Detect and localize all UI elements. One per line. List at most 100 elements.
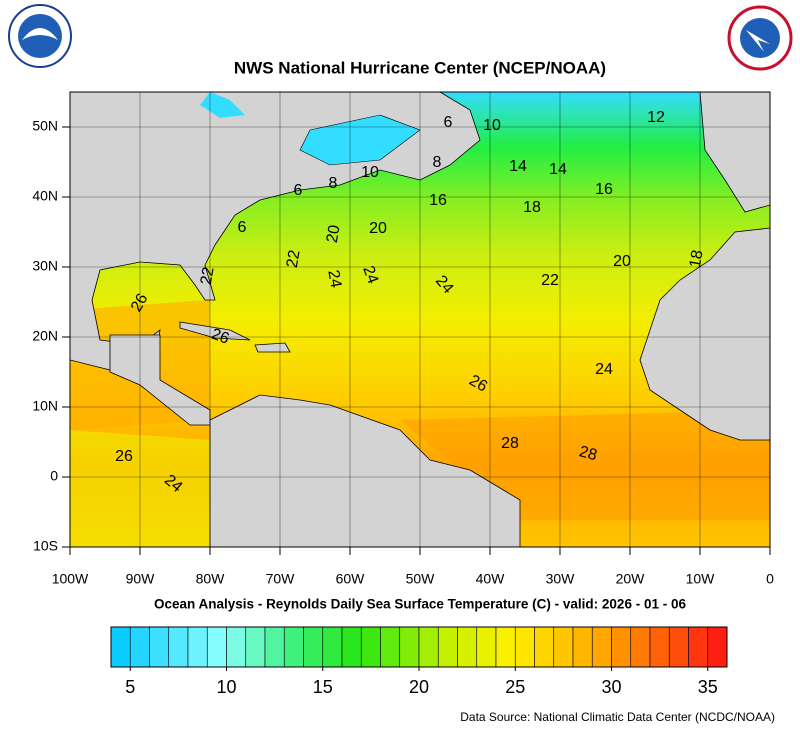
colorbar-box	[514, 626, 535, 668]
colorbar-label: 20	[409, 677, 429, 697]
contour-label: 6	[294, 182, 303, 199]
colorbar-box	[360, 626, 381, 668]
colorbar-box	[495, 626, 516, 668]
x-tick-label: 80W	[196, 571, 226, 587]
africa	[639, 227, 770, 441]
colorbar-label: 10	[216, 677, 236, 697]
axes: 100W 90W 80W 70W 60W 50W 40W 30W 20W 10W 0 10S 0 10N 2…	[32, 118, 774, 587]
colorbar-box	[591, 626, 612, 668]
colorbar-label: 35	[698, 677, 718, 697]
colorbar-label: 5	[125, 677, 135, 697]
x-tick-label: 50W	[406, 571, 436, 587]
nws-logo	[727, 5, 793, 71]
contour-label: 14	[509, 158, 527, 175]
colorbar-box	[206, 626, 227, 668]
subtitle: Ocean Analysis - Reynolds Daily Sea Surf…	[154, 597, 686, 612]
colorbar-box	[283, 626, 304, 668]
colorbar-box	[168, 626, 189, 668]
colorbar-box	[553, 626, 574, 668]
colorbar-box	[572, 626, 593, 668]
graticule	[70, 92, 770, 547]
south-america	[209, 394, 521, 547]
x-tick-label: 0	[766, 571, 774, 587]
gulf-st-lawrence	[299, 114, 421, 166]
contour-label: 20	[369, 220, 387, 237]
source: Data Source: National Climatic Data Cent…	[460, 710, 775, 724]
contour-label: 18	[523, 199, 541, 216]
x-tick-label: 40W	[476, 571, 506, 587]
x-tick-label: 100W	[52, 571, 89, 587]
contour-label: 26	[466, 372, 490, 396]
contour-label: 12	[647, 109, 665, 126]
contour-label: 24	[324, 269, 344, 290]
contour-label: 10	[361, 164, 379, 181]
map: 6 10 12 8 14 14 10 8 6 16 16 18 20 20 6 22 22 24 24 24 22 20 1…	[70, 92, 770, 547]
y-tick-label: 20N	[32, 328, 58, 344]
colorbar-box	[630, 626, 651, 668]
colorbar-box	[341, 626, 362, 668]
x-tick-label: 20W	[616, 571, 646, 587]
colorbar-box	[457, 626, 478, 668]
colorbar-box	[264, 626, 285, 668]
contour-label: 28	[501, 435, 519, 452]
colorbar-box	[245, 626, 266, 668]
cuba	[179, 321, 251, 341]
contour-label: 24	[595, 361, 613, 378]
colorbar-label: 25	[505, 677, 525, 697]
x-tick-label: 60W	[336, 571, 366, 587]
colorbar-box	[129, 626, 150, 668]
x-tick-label: 70W	[266, 571, 296, 587]
contour-label: 22	[284, 249, 304, 270]
colorbar-box	[322, 626, 343, 668]
colorbar-box	[534, 626, 555, 668]
colorbar-box	[226, 626, 247, 668]
colorbar-box	[611, 626, 632, 668]
hudson-bay	[200, 92, 245, 118]
contour-label: 6	[238, 219, 247, 236]
colorbar-box	[476, 626, 497, 668]
contour-label: 8	[329, 175, 338, 192]
contour-label: 26	[115, 448, 133, 465]
y-tick-label: 10N	[32, 398, 58, 414]
colorbar: 5 10 15 20 25 30 35	[110, 626, 728, 697]
contour-label: 20	[324, 224, 344, 245]
colorbar-box	[399, 626, 420, 668]
contour-label: 22	[198, 266, 218, 287]
contour-label: 8	[433, 154, 442, 171]
contour-label: 14	[549, 161, 567, 178]
title: NWS National Hurricane Center (NCEP/NOAA…	[234, 58, 606, 77]
colorbar-box	[149, 626, 170, 668]
contour-label: 22	[541, 272, 559, 289]
contour-labels: 6 10 12 8 14 14 10 8 6 16 16 18 20 20 6 22 22 24 24 24 22 20 1…	[115, 109, 707, 496]
y-tick-label: 30N	[32, 258, 58, 274]
colorbar-box	[418, 626, 439, 668]
y-tick-label: 0	[50, 468, 58, 484]
colorbar-box	[437, 626, 458, 668]
contour-label: 26	[209, 326, 232, 348]
contour-label: 26	[128, 291, 152, 315]
colorbar-box	[668, 626, 689, 668]
colorbar-label: 15	[313, 677, 333, 697]
contour-label: 20	[613, 253, 631, 270]
land	[70, 92, 770, 547]
colorbar-box	[110, 626, 131, 668]
contour-label: 16	[595, 181, 613, 198]
hispaniola	[254, 342, 291, 353]
x-tick-label: 30W	[546, 571, 576, 587]
contour-label: 28	[577, 443, 599, 464]
contour-label: 16	[429, 192, 447, 209]
contour-label: 18	[687, 249, 707, 270]
colorbar-box	[688, 626, 709, 668]
colorbar-box	[303, 626, 324, 668]
contour-label: 10	[483, 117, 501, 134]
x-tick-label: 90W	[126, 571, 156, 587]
europe	[699, 92, 770, 213]
x-tick-label: 10W	[686, 571, 716, 587]
colorbar-box	[187, 626, 208, 668]
y-tick-label: 40N	[32, 188, 58, 204]
contour-label: 24	[359, 264, 381, 287]
y-tick-label: 50N	[32, 118, 58, 134]
colorbar-label: 30	[601, 677, 621, 697]
colorbar-box	[707, 626, 728, 668]
